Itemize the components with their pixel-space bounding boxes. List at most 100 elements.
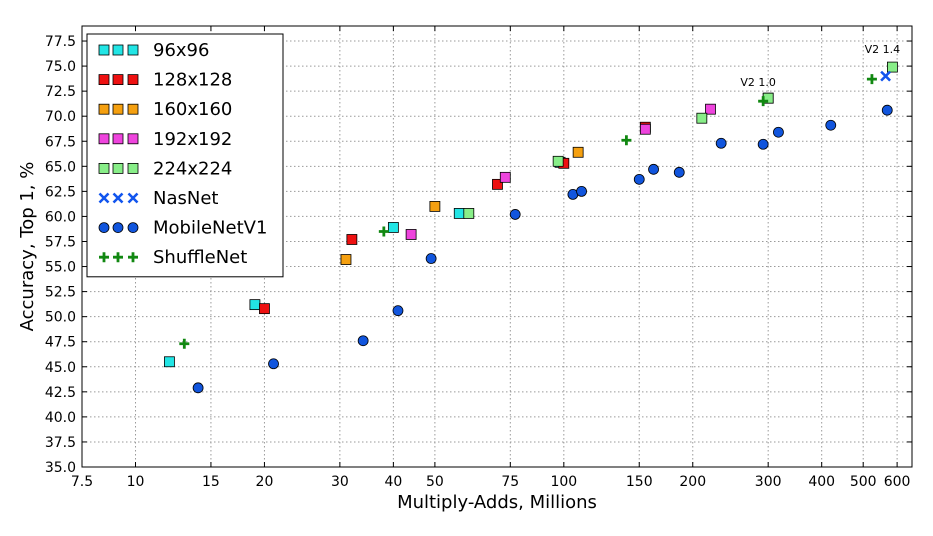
y-tick-label: 75.0 xyxy=(45,59,76,75)
data-point-shufflenet xyxy=(621,135,632,146)
legend-marker-96x96 xyxy=(112,44,124,56)
legend-marker-192x192 xyxy=(127,133,139,145)
annotations: V2 1.0 V2 1.4 xyxy=(740,43,900,89)
data-point-128x128 xyxy=(259,303,270,315)
y-tick-label: 55.0 xyxy=(45,260,76,276)
data-point-mobilenetv1 xyxy=(715,137,727,149)
y-tick-label: 65.0 xyxy=(45,159,76,175)
x-axis-label: Multiply-Adds, Millions xyxy=(397,492,597,513)
x-tick-label: 200 xyxy=(679,474,706,490)
legend-marker-shufflenet xyxy=(113,252,123,263)
data-point-192x192 xyxy=(705,103,716,115)
x-tick-label: 300 xyxy=(755,474,782,490)
y-tick-label: 40.0 xyxy=(45,410,76,426)
data-point-mobilenetv1 xyxy=(881,104,893,116)
data-point-160x160 xyxy=(572,146,584,158)
x-tick-label: 40 xyxy=(384,474,402,490)
data-point-shufflenet xyxy=(179,338,190,349)
legend-marker-128x128 xyxy=(112,74,124,85)
data-point-96x96 xyxy=(164,356,175,368)
data-point-mobilenetv1 xyxy=(773,126,784,138)
legend-marker-224x224 xyxy=(127,162,139,174)
legend-label-224x224: 224x224 xyxy=(153,158,232,179)
data-point-mobilenetv1 xyxy=(576,185,587,197)
x-tick-label: 500 xyxy=(850,474,877,490)
legend-marker-128x128 xyxy=(127,74,139,85)
legend-marker-nasnet xyxy=(127,192,139,204)
y-tick-label: 67.5 xyxy=(45,134,76,150)
x-tick-label: 30 xyxy=(331,474,349,490)
x-tick-label: 10 xyxy=(127,474,145,490)
legend: 96x96 128x128 160x160 192x192 224x224 NasNet M… xyxy=(86,33,284,278)
data-point-shufflenet xyxy=(866,74,877,85)
series-shufflenet xyxy=(179,74,877,349)
y-tick-label: 62.5 xyxy=(45,184,76,200)
legend-marker-192x192 xyxy=(98,133,110,145)
series-nasnet xyxy=(880,70,892,82)
axis-ticks: 7.5 10 15 20 30 40 50 75 100 150 200 300 400 500 600 35… xyxy=(45,26,912,490)
legend-marker-shufflenet xyxy=(99,252,109,263)
y-tick-label: 52.5 xyxy=(45,285,76,301)
legend-marker-224x224 xyxy=(98,162,110,174)
data-point-mobilenetv1 xyxy=(425,253,437,264)
legend-marker-mobilenetv1 xyxy=(112,222,124,234)
data-point-224x224 xyxy=(887,61,898,73)
y-tick-label: 70.0 xyxy=(45,109,76,125)
data-point-mobilenetv1 xyxy=(673,166,685,178)
data-point-shufflenet xyxy=(758,96,769,107)
x-tick-label: 50 xyxy=(426,474,444,490)
legend-label-nasnet: NasNet xyxy=(153,188,218,209)
data-point-192x192 xyxy=(639,123,651,135)
x-tick-label: 20 xyxy=(256,474,274,490)
y-tick-label: 77.5 xyxy=(45,34,76,50)
data-point-160x160 xyxy=(429,201,441,212)
legend-marker-128x128 xyxy=(98,74,110,85)
legend-marker-192x192 xyxy=(112,133,124,145)
y-tick-label: 57.5 xyxy=(45,234,76,250)
data-point-192x192 xyxy=(499,171,511,183)
series-160x160 xyxy=(340,146,584,265)
y-tick-label: 42.5 xyxy=(45,385,76,401)
annotation-label: V2 1.0 xyxy=(740,76,776,89)
data-point-96x96 xyxy=(249,299,261,311)
y-tick-label: 37.5 xyxy=(45,435,76,451)
legend-marker-shufflenet xyxy=(128,252,138,263)
legend-label-192x192: 192x192 xyxy=(153,129,232,150)
data-point-shufflenet xyxy=(378,226,389,237)
annotation-label: V2 1.4 xyxy=(865,43,901,56)
legend-label-160x160: 160x160 xyxy=(153,99,232,120)
x-tick-label: 100 xyxy=(550,474,577,490)
x-tick-label: 75 xyxy=(501,474,519,490)
x-tick-label: 600 xyxy=(884,474,911,490)
data-point-mobilenetv1 xyxy=(825,119,837,131)
data-point-mobilenetv1 xyxy=(357,335,369,347)
legend-marker-mobilenetv1 xyxy=(98,222,110,234)
legend-marker-96x96 xyxy=(98,44,110,56)
data-point-96x96 xyxy=(453,208,465,219)
data-point-mobilenetv1 xyxy=(192,382,204,394)
x-tick-label: 400 xyxy=(808,474,835,490)
legend-marker-96x96 xyxy=(127,44,139,56)
y-tick-label: 47.5 xyxy=(45,335,76,351)
y-axis-label: Accuracy, Top 1, % xyxy=(17,162,38,332)
data-point-mobilenetv1 xyxy=(268,358,279,370)
plot-frame xyxy=(81,25,913,468)
series-224x224 xyxy=(463,61,898,219)
data-point-160x160 xyxy=(340,254,352,265)
y-tick-label: 50.0 xyxy=(45,310,76,326)
legend-label-96x96: 96x96 xyxy=(153,40,209,61)
legend-marker-nasnet xyxy=(112,192,124,204)
data-point-mobilenetv1 xyxy=(509,209,521,220)
legend-label-shufflenet: ShuffleNet xyxy=(153,247,247,268)
legend-label-128x128: 128x128 xyxy=(153,70,232,91)
x-tick-label: 15 xyxy=(202,474,220,490)
data-point-mobilenetv1 xyxy=(757,138,769,150)
y-tick-label: 35.0 xyxy=(45,460,76,476)
data-point-224x224 xyxy=(696,112,708,124)
data-point-128x128 xyxy=(492,178,503,190)
legend-marker-160x160 xyxy=(127,103,139,115)
data-point-192x192 xyxy=(405,229,417,240)
y-tick-label: 60.0 xyxy=(45,209,76,225)
data-point-96x96 xyxy=(387,222,399,233)
data-point-224x224 xyxy=(463,208,475,219)
